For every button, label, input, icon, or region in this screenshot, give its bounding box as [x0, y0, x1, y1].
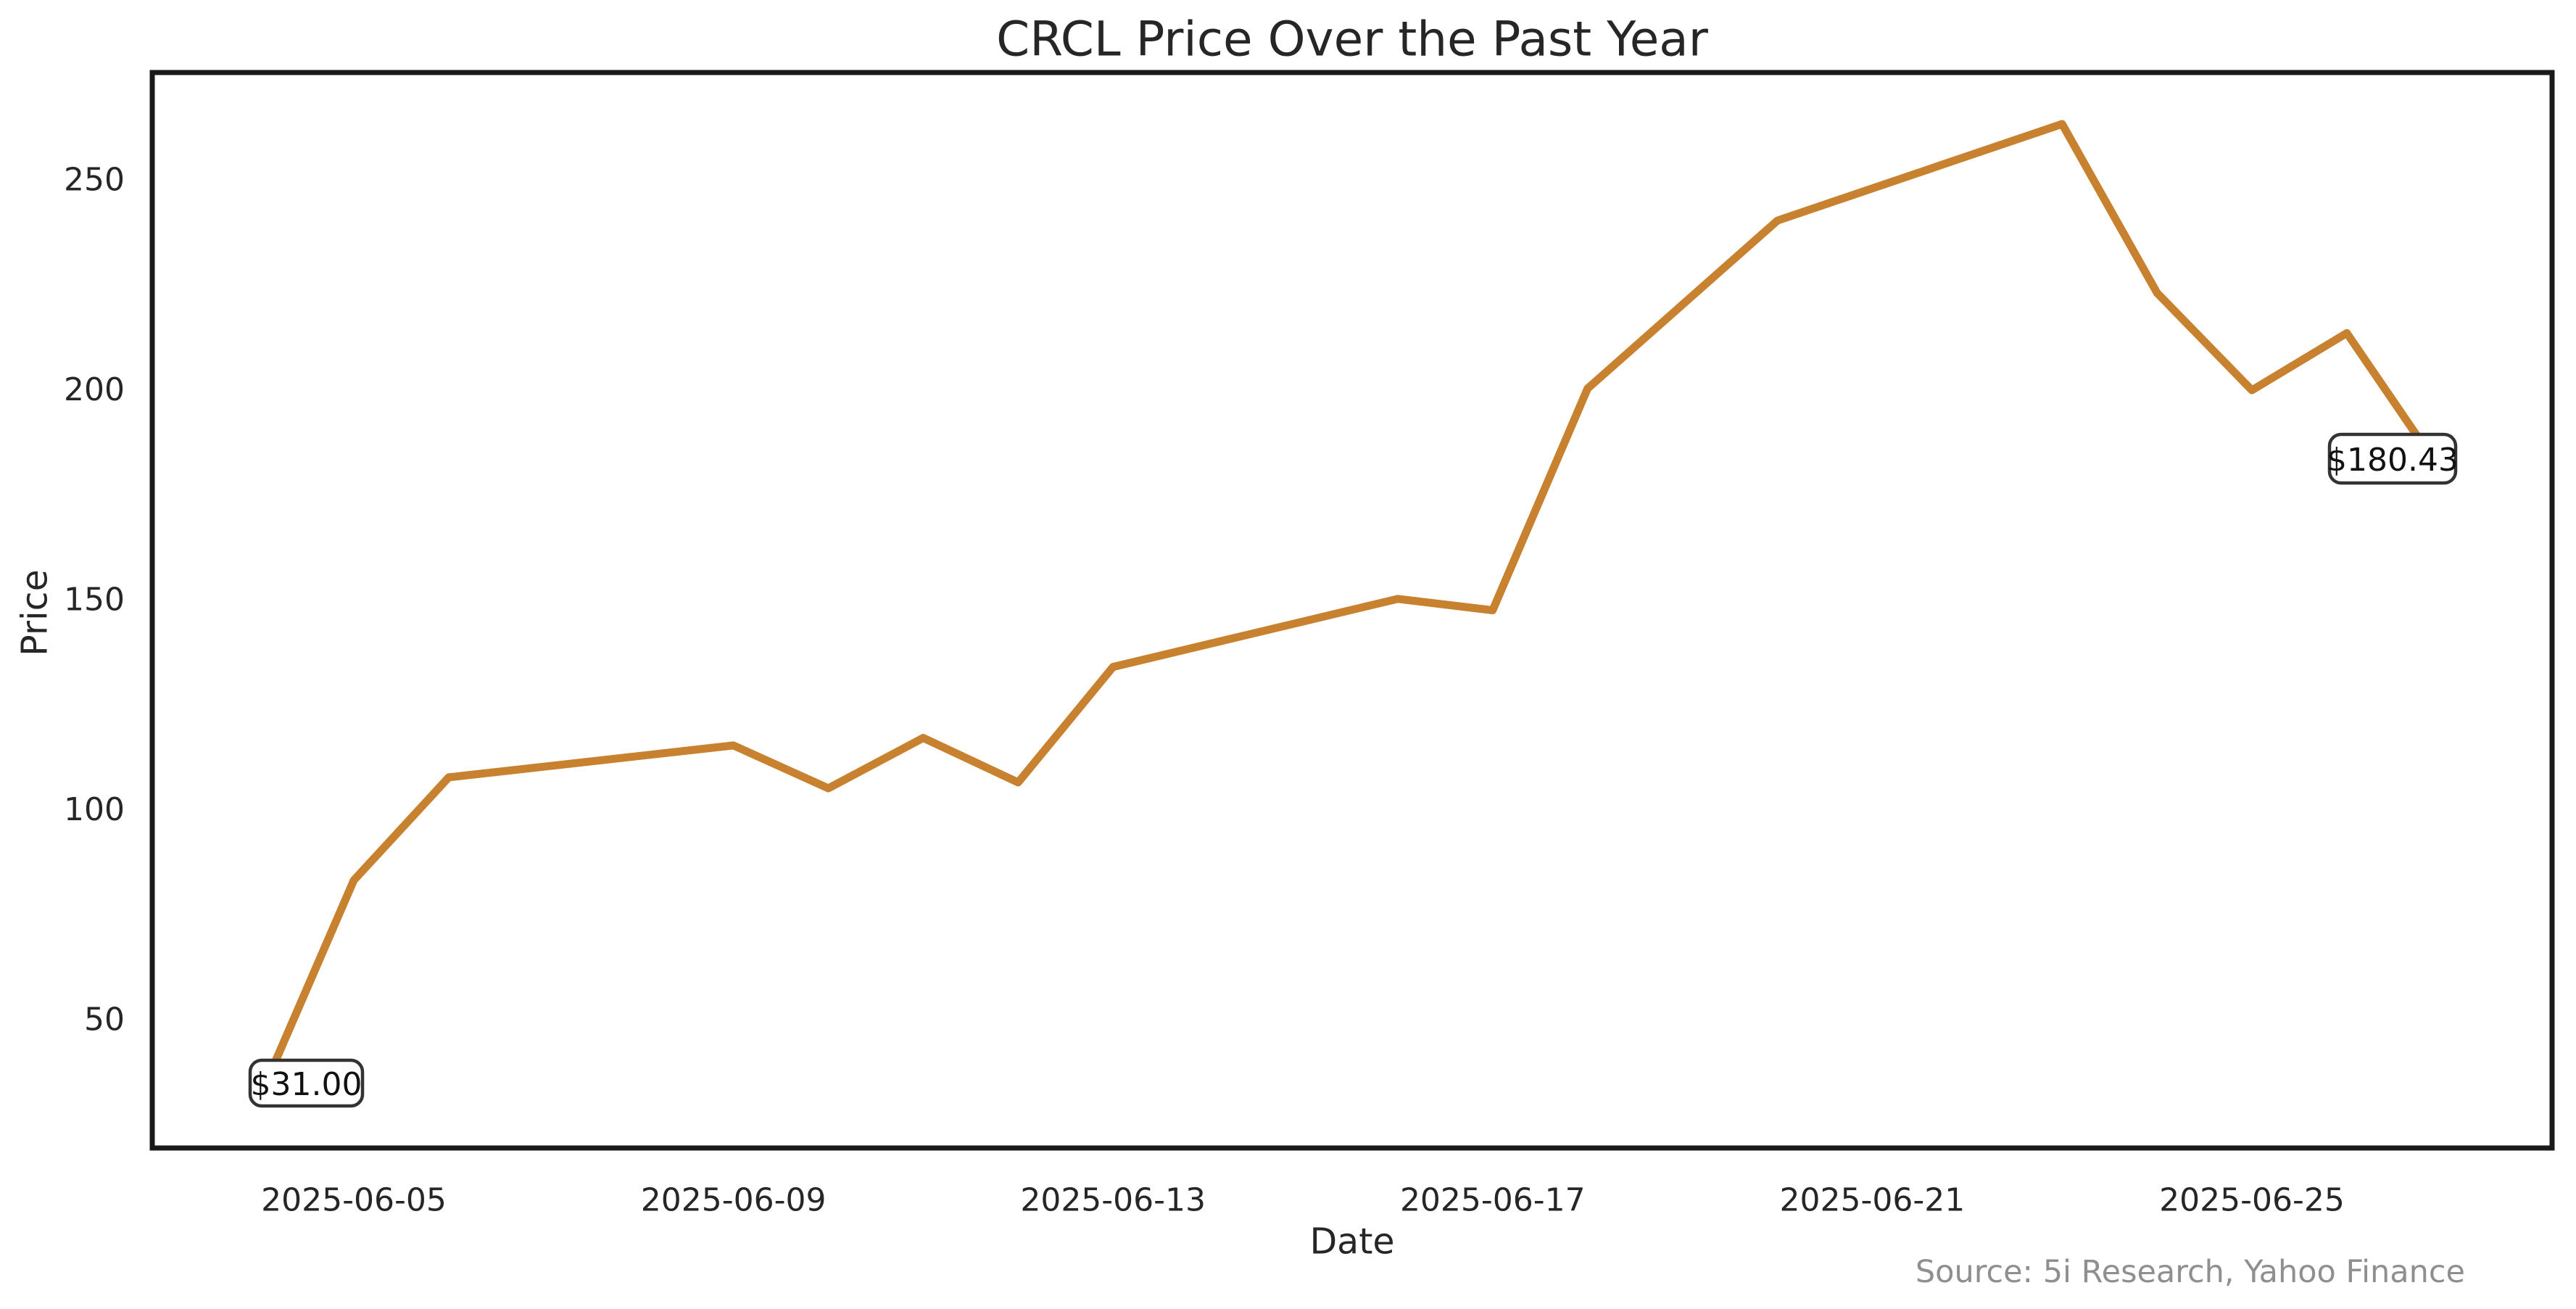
- x-tick-label: 2025-06-05: [261, 1182, 447, 1219]
- price-line: [254, 120, 2446, 1104]
- x-tick-label: 2025-06-13: [1020, 1182, 1206, 1219]
- x-axis-tick-labels: 2025-06-05 2025-06-09 2025-06-13 2025-06-17…: [261, 1182, 2345, 1219]
- x-tick-label: 2025-06-17: [1400, 1182, 1586, 1219]
- source-credit: Source: 5i Research, Yahoo Finance: [1916, 1254, 2465, 1290]
- x-tick-label: 2025-06-25: [2159, 1182, 2345, 1219]
- y-axis-label: Price: [15, 569, 56, 656]
- annotation-box: [2327, 432, 2458, 485]
- y-axis-tick-labels: 50 100 150 200 250: [64, 162, 125, 1038]
- annotation-text: $180.43: [2327, 442, 2459, 479]
- y-tick-label: 250: [64, 162, 125, 199]
- price-line-layer: [254, 120, 2446, 1104]
- y-tick-label: 50: [84, 1002, 125, 1038]
- point-annotation: $180.43: [2327, 432, 2459, 485]
- annotation-text: $31.00: [251, 1066, 363, 1103]
- annotation-box: [248, 1058, 365, 1108]
- chart-title: CRCL Price Over the Past Year: [996, 12, 1709, 67]
- y-tick-label: 200: [64, 371, 125, 408]
- x-tick-label: 2025-06-09: [641, 1182, 827, 1219]
- point-annotation: $31.00: [248, 1058, 365, 1108]
- x-axis-label: Date: [1309, 1221, 1394, 1263]
- y-tick-label: 150: [64, 582, 125, 619]
- annotation-layer: $31.00 $180.43: [248, 432, 2459, 1108]
- x-tick-label: 2025-06-21: [1780, 1182, 1966, 1219]
- axes-spines: [149, 70, 2555, 1151]
- y-tick-label: 100: [64, 791, 125, 828]
